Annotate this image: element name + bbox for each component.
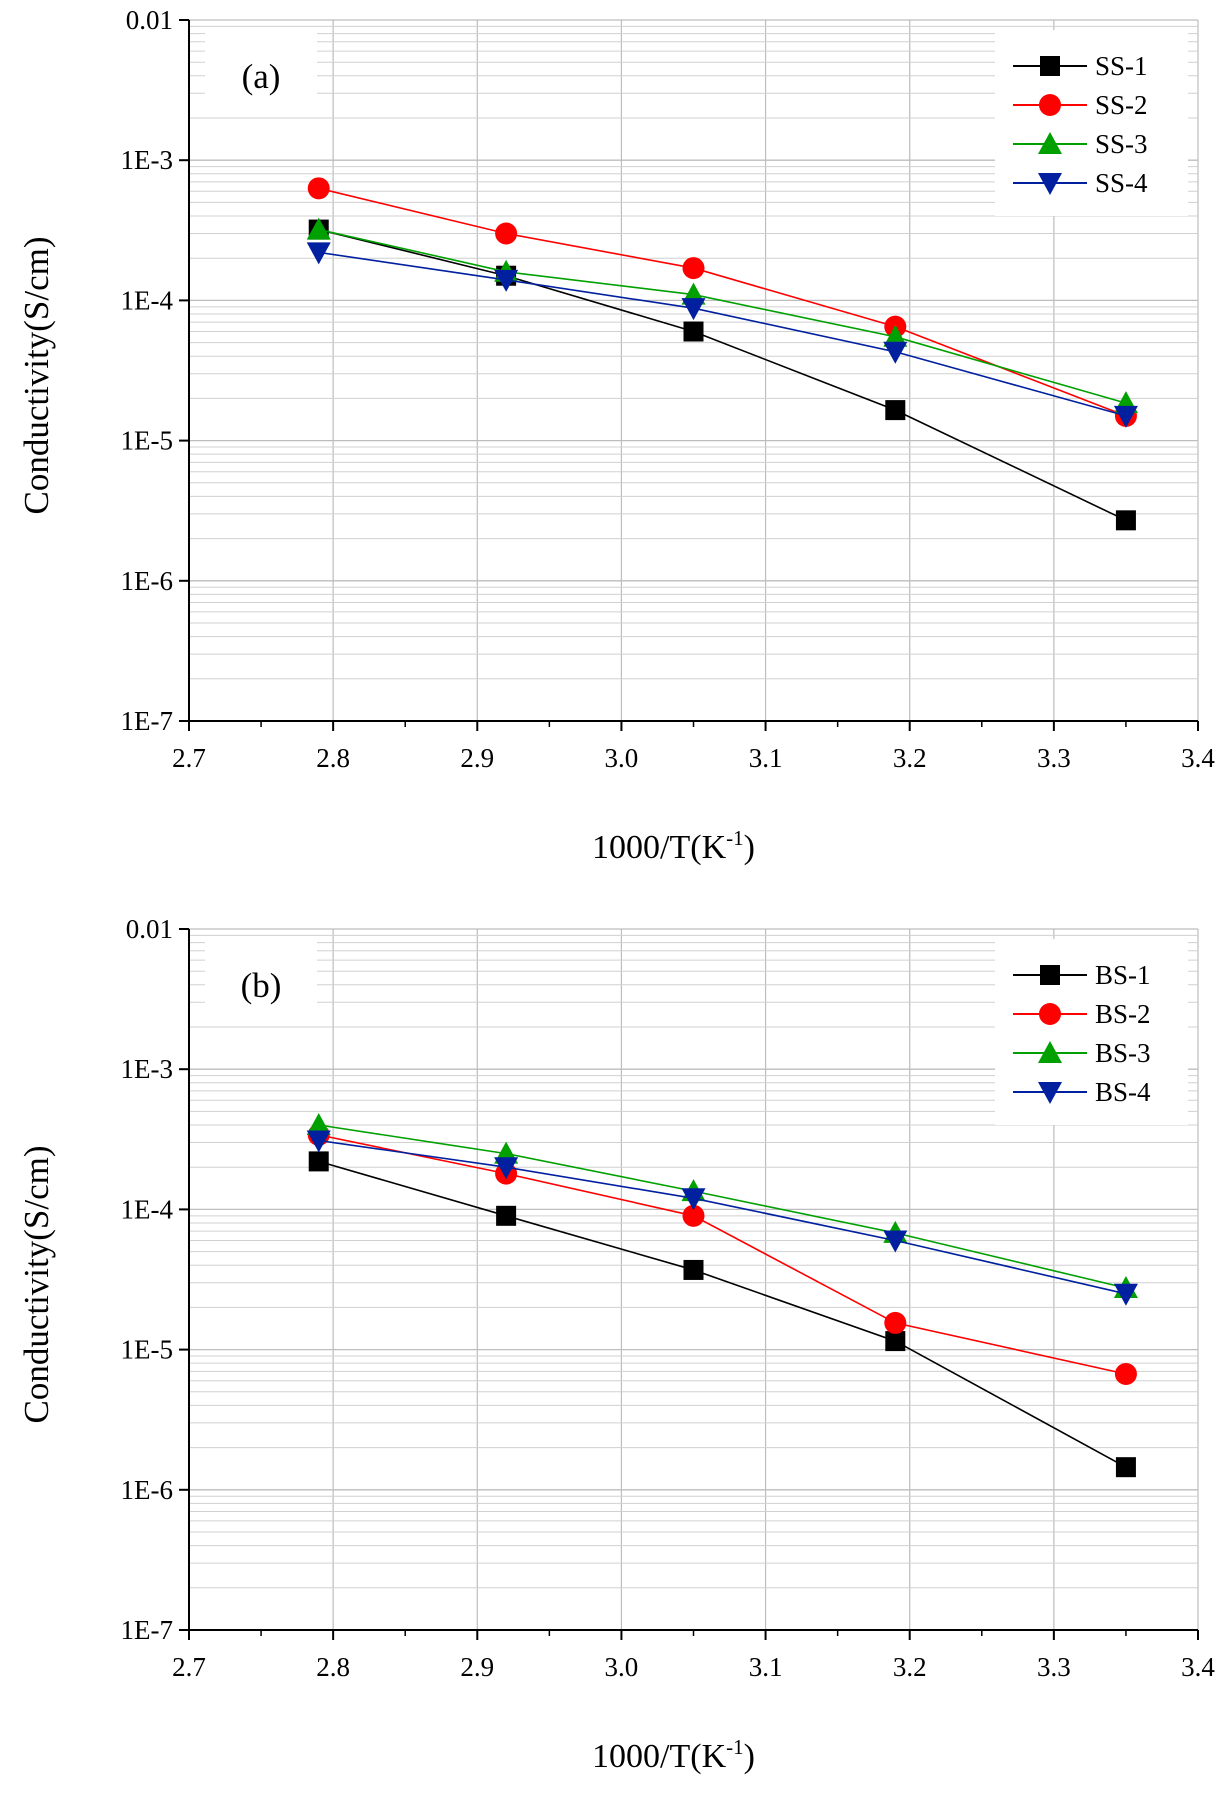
- data-point: [307, 177, 330, 200]
- data-point: [306, 1130, 331, 1153]
- data-point: [496, 1205, 517, 1226]
- data-point: [306, 242, 331, 265]
- data-point: [681, 1188, 706, 1211]
- y-tick-label: 1E-7: [121, 1615, 173, 1645]
- series-SS-4: [306, 242, 1138, 428]
- series-line: [318, 228, 1127, 404]
- series-BS-3: [306, 1112, 1138, 1299]
- x-axis-title: 1000/T(K-1): [592, 1735, 755, 1775]
- y-tick-label: 0.01: [126, 914, 173, 944]
- legend-label: BS-3: [1095, 1038, 1151, 1068]
- legend-label: SS-4: [1095, 168, 1148, 198]
- data-point: [883, 324, 908, 347]
- data-point: [682, 257, 705, 280]
- x-axis-title: 1000/T(K-1): [592, 826, 755, 866]
- legend-marker: [1038, 173, 1062, 195]
- x-tick-label: 3.0: [605, 1652, 639, 1682]
- series-BS-1: [308, 1151, 1136, 1478]
- y-tick-label: 1E-5: [121, 426, 173, 456]
- data-point: [683, 321, 704, 342]
- panel-label: (a): [242, 57, 281, 96]
- data-point: [306, 217, 331, 240]
- data-point: [883, 341, 908, 364]
- chart-panel-2: 2.7 2.8 2.9 3.0 3.1 3.2 3.3 3.4 1E-7 1E-6 1E-5 1E-4…: [17, 914, 1215, 1775]
- legend: BS-1 BS-2 BS-3 BS-4: [995, 939, 1188, 1125]
- y-tick-label: 0.01: [126, 5, 173, 35]
- x-tick-label: 3.1: [749, 743, 783, 773]
- x-tick-label: 3.4: [1181, 743, 1215, 773]
- chart-panel-1: 2.7 2.8 2.9 3.0 3.1 3.2 3.3 3.4 1E-7 1E-6 1E-5 1E-4…: [17, 5, 1215, 866]
- legend-marker: [1038, 132, 1062, 154]
- data-point: [884, 1311, 907, 1334]
- y-tick-label: 1E-3: [121, 1054, 173, 1084]
- data-point: [681, 298, 706, 321]
- x-tick-label: 3.1: [749, 1652, 783, 1682]
- legend-label: BS-4: [1095, 1077, 1151, 1107]
- legend-marker: [1038, 1082, 1062, 1104]
- data-point: [1115, 1457, 1136, 1478]
- series-BS-4: [306, 1130, 1138, 1306]
- legend-box: [995, 30, 1188, 216]
- y-axis-title: Conductivity(S/cm): [17, 1145, 56, 1423]
- panel-label: (b): [241, 966, 282, 1005]
- series-line: [318, 1139, 1127, 1295]
- y-tick-label: 1E-4: [121, 285, 174, 315]
- panel-label-box: [205, 939, 317, 1025]
- x-tick-label: 2.9: [460, 743, 494, 773]
- data-point: [495, 222, 518, 245]
- legend-marker: [1038, 1041, 1062, 1063]
- x-tick-label: 2.9: [460, 1652, 494, 1682]
- data-point: [1113, 405, 1138, 428]
- legend-label: SS-1: [1095, 51, 1148, 81]
- data-point: [308, 1151, 329, 1172]
- legend-marker: [1040, 56, 1060, 76]
- x-tick-label: 2.8: [316, 743, 350, 773]
- legend-label: BS-2: [1095, 999, 1151, 1029]
- series-line: [318, 1134, 1127, 1375]
- panel-label-box: [205, 30, 317, 116]
- data-point: [1114, 1362, 1137, 1385]
- legend-label: BS-1: [1095, 960, 1151, 990]
- data-point: [1113, 1283, 1138, 1306]
- series-line: [318, 1124, 1127, 1289]
- data-point: [885, 400, 906, 421]
- data-point: [494, 1157, 519, 1180]
- data-point: [682, 1204, 705, 1227]
- y-tick-label: 1E-4: [121, 1194, 174, 1224]
- data-point: [494, 269, 519, 292]
- legend: SS-1 SS-2 SS-3 SS-4: [995, 30, 1188, 216]
- series-BS-2: [307, 1123, 1137, 1385]
- x-tick-label: 3.0: [605, 743, 639, 773]
- x-tick-label: 2.7: [172, 1652, 206, 1682]
- y-tick-label: 1E-3: [121, 145, 173, 175]
- data-point: [306, 1112, 331, 1135]
- x-tick-label: 2.8: [316, 1652, 350, 1682]
- data-point: [683, 1259, 704, 1280]
- x-tick-label: 3.4: [1181, 1652, 1215, 1682]
- x-tick-label: 3.3: [1037, 743, 1071, 773]
- series-line: [318, 1160, 1127, 1468]
- x-tick-label: 3.2: [893, 1652, 927, 1682]
- data-point: [885, 1331, 906, 1352]
- x-tick-label: 3.2: [893, 743, 927, 773]
- y-axis-title: Conductivity(S/cm): [17, 236, 56, 514]
- legend-marker: [1039, 94, 1061, 116]
- legend-label: SS-2: [1095, 90, 1148, 120]
- y-tick-label: 1E-6: [121, 566, 173, 596]
- legend-marker: [1039, 1003, 1061, 1025]
- data-point: [1115, 510, 1136, 531]
- y-tick-label: 1E-6: [121, 1475, 173, 1505]
- x-tick-label: 3.3: [1037, 1652, 1071, 1682]
- y-tick-label: 1E-7: [121, 706, 173, 736]
- x-tick-label: 2.7: [172, 743, 206, 773]
- y-tick-label: 1E-5: [121, 1335, 173, 1365]
- legend-marker: [1040, 965, 1060, 985]
- legend-label: SS-3: [1095, 129, 1148, 159]
- legend-box: [995, 939, 1188, 1125]
- data-point: [883, 1230, 908, 1253]
- series-SS-1: [308, 219, 1136, 531]
- series-line: [318, 228, 1127, 522]
